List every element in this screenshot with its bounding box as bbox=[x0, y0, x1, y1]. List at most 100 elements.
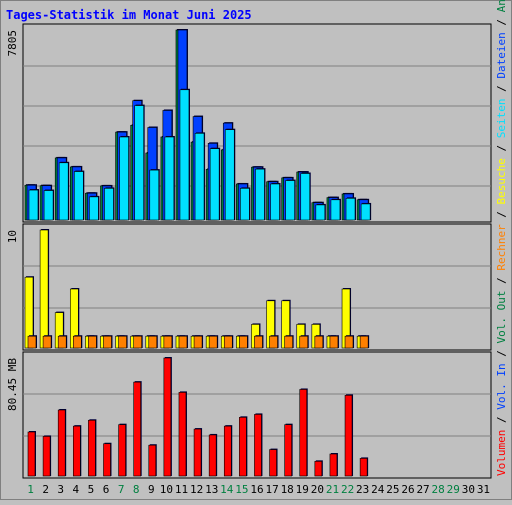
x-label-day-21: 21 bbox=[326, 483, 339, 496]
bar-rechner-day-2 bbox=[42, 335, 52, 349]
x-label-day-8: 8 bbox=[133, 483, 140, 496]
bar-rechner-day-23 bbox=[359, 335, 369, 349]
legend-part-2: Vol. In bbox=[495, 363, 508, 409]
bar-volumen-day-21 bbox=[329, 453, 338, 477]
y-max-label-hits: 7805 bbox=[6, 30, 19, 57]
bar-volumen-day-9 bbox=[148, 444, 157, 477]
bar-volumen-day-8 bbox=[133, 381, 141, 477]
panel-hits bbox=[22, 23, 492, 223]
bar-volumen-day-7 bbox=[118, 424, 126, 477]
legend-part-13: / bbox=[495, 12, 508, 32]
x-label-day-20: 20 bbox=[311, 483, 324, 496]
panel-visits bbox=[22, 223, 492, 351]
x-label-day-17: 17 bbox=[265, 483, 278, 496]
x-label-day-31: 31 bbox=[477, 483, 490, 496]
bar-volumen-day-10 bbox=[163, 357, 172, 477]
bar-seiten-day-12 bbox=[194, 133, 205, 221]
bar-rechner-day-9 bbox=[148, 335, 158, 349]
bar-rechner-day-7 bbox=[118, 335, 127, 349]
bar-volumen-day-18 bbox=[284, 424, 292, 477]
x-label-day-7: 7 bbox=[118, 483, 125, 496]
legend-part-8: Besuche bbox=[495, 158, 508, 204]
bar-seiten-day-11 bbox=[179, 89, 190, 221]
bar-rechner-day-10 bbox=[163, 335, 173, 349]
legend-part-4: Vol. Out bbox=[495, 291, 508, 344]
x-label-day-2: 2 bbox=[42, 483, 49, 496]
panel-volume bbox=[22, 351, 492, 479]
x-label-day-19: 19 bbox=[296, 483, 309, 496]
bar-seiten-day-23 bbox=[360, 203, 371, 221]
bar-volumen-day-19 bbox=[299, 389, 308, 477]
bar-seiten-day-6 bbox=[104, 188, 114, 221]
bar-seiten-day-16 bbox=[255, 168, 265, 221]
right-legend: Volumen / Vol. In / Vol. Out / Rechner /… bbox=[495, 0, 508, 476]
bar-rechner-day-21 bbox=[329, 335, 339, 349]
bar-rechner-day-22 bbox=[344, 335, 354, 349]
x-label-day-11: 11 bbox=[175, 483, 188, 496]
bar-rechner-day-13 bbox=[208, 335, 218, 349]
bar-rechner-day-1 bbox=[27, 335, 37, 349]
x-label-day-30: 30 bbox=[462, 483, 475, 496]
bar-seiten-day-9 bbox=[149, 169, 160, 221]
legend-part-9: / bbox=[495, 138, 508, 158]
bar-seiten-day-4 bbox=[73, 171, 84, 221]
x-label-day-13: 13 bbox=[205, 483, 218, 496]
bar-seiten-day-5 bbox=[89, 196, 99, 221]
bar-rechner-day-18 bbox=[284, 335, 293, 349]
bar-seiten-day-10 bbox=[164, 136, 175, 221]
bar-volumen-day-5 bbox=[88, 419, 96, 477]
x-label-day-4: 4 bbox=[73, 483, 80, 496]
legend-part-5: / bbox=[495, 271, 508, 291]
legend-part-14: Anfragen bbox=[495, 0, 508, 12]
bar-seiten-day-18 bbox=[285, 180, 295, 221]
x-label-day-1: 1 bbox=[27, 483, 34, 496]
bar-volumen-day-6 bbox=[103, 443, 111, 477]
chart-title: Tages-Statistik im Monat Juni 2025 bbox=[6, 8, 252, 22]
bar-rechner-day-11 bbox=[178, 335, 188, 349]
x-label-day-24: 24 bbox=[371, 483, 385, 496]
bar-volumen-day-14 bbox=[223, 425, 232, 477]
bar-volumen-day-23 bbox=[359, 458, 368, 477]
bar-rechner-day-12 bbox=[193, 335, 203, 349]
legend-part-7: / bbox=[495, 204, 508, 224]
bar-seiten-day-8 bbox=[134, 105, 144, 221]
bar-volumen-day-2 bbox=[42, 436, 51, 477]
x-label-day-10: 10 bbox=[160, 483, 173, 496]
x-label-day-28: 28 bbox=[432, 483, 445, 496]
x-label-day-9: 9 bbox=[148, 483, 155, 496]
bar-volumen-day-15 bbox=[239, 417, 247, 477]
bar-volumen-day-16 bbox=[254, 414, 262, 477]
bar-seiten-day-3 bbox=[58, 162, 69, 221]
bar-seiten-day-13 bbox=[209, 148, 220, 221]
panels bbox=[22, 23, 492, 479]
bar-rechner-day-15 bbox=[239, 335, 248, 349]
bar-seiten-day-20 bbox=[315, 204, 326, 221]
x-axis-labels: 1 2 3 4 5 6 7 8 9 10 11 12 13 14 15 16 17 18 19 20 21 22 23 24 2… bbox=[27, 483, 490, 496]
bar-seiten-day-17 bbox=[270, 183, 280, 221]
bar-volumen-day-4 bbox=[72, 425, 81, 477]
x-label-day-16: 16 bbox=[250, 483, 263, 496]
bar-rechner-day-3 bbox=[57, 335, 67, 349]
bar-besuche-day-2 bbox=[39, 229, 49, 349]
bar-seiten-day-7 bbox=[119, 136, 129, 221]
x-label-day-18: 18 bbox=[281, 483, 294, 496]
x-label-day-26: 26 bbox=[401, 483, 414, 496]
x-label-day-14: 14 bbox=[220, 483, 234, 496]
bar-rechner-day-5 bbox=[88, 335, 97, 349]
bar-volumen-day-3 bbox=[57, 409, 66, 477]
bar-volumen-day-13 bbox=[208, 434, 217, 477]
legend-part-0: Volumen bbox=[495, 430, 508, 476]
x-label-day-5: 5 bbox=[88, 483, 95, 496]
y-axis-max-labels: 7805 10 80.45 MB bbox=[6, 30, 19, 411]
legend-part-1: / bbox=[495, 410, 508, 430]
bar-volumen-day-20 bbox=[314, 461, 323, 477]
x-label-day-29: 29 bbox=[447, 483, 460, 496]
bar-seiten-day-14 bbox=[224, 129, 235, 221]
y-max-label-visits: 10 bbox=[6, 230, 19, 243]
bar-volumen-day-17 bbox=[269, 449, 277, 477]
y-max-label-volume: 80.45 MB bbox=[6, 358, 19, 411]
x-label-day-6: 6 bbox=[103, 483, 110, 496]
bar-rechner-day-4 bbox=[72, 335, 82, 349]
